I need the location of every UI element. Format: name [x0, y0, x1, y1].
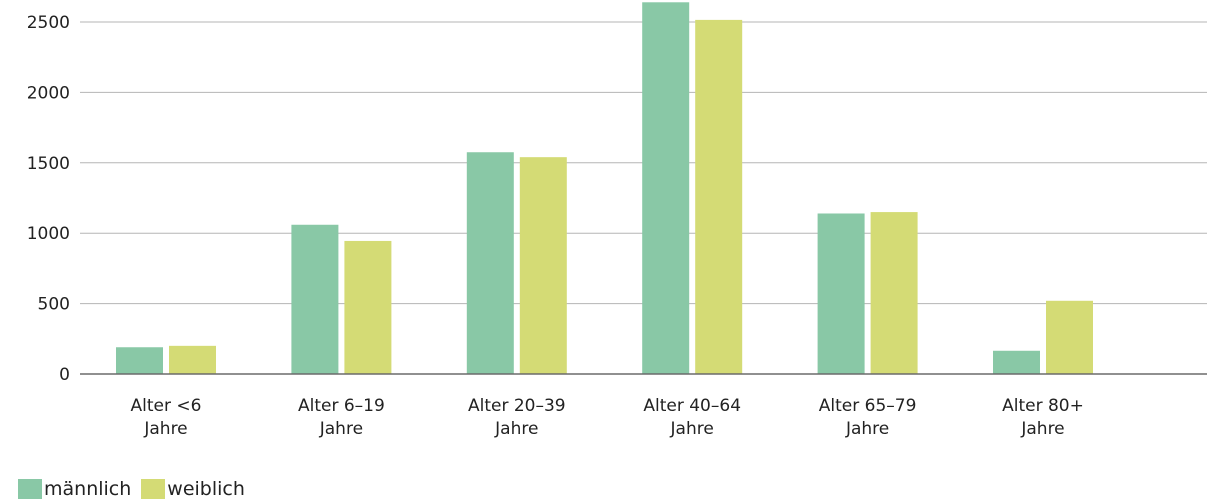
x-tick-label-5: Alter 80+ Jahre — [1002, 396, 1084, 439]
y-tick-label-2500: 2500 — [27, 13, 70, 33]
x-tick-label-2: Alter 20–39 Jahre — [468, 396, 566, 439]
bar-weiblich-2 — [519, 157, 567, 374]
y-tick-label-1500: 1500 — [27, 154, 70, 174]
bar-weiblich-3 — [695, 19, 743, 374]
y-tick-labels: 0 500 1000 1500 2000 2500 — [27, 13, 70, 385]
bar-maennlich-0 — [116, 347, 163, 374]
y-tick-label-0: 0 — [59, 365, 70, 385]
x-tick-label-3: Alter 40–64 Jahre — [643, 396, 741, 439]
bar-maennlich-2 — [466, 152, 514, 374]
legend-swatch-weiblich — [141, 479, 166, 499]
bar-weiblich-1 — [344, 240, 392, 374]
bar-weiblich-4 — [870, 212, 918, 374]
bars — [116, 2, 1093, 375]
legend-label-weiblich: weiblich — [167, 478, 245, 500]
x-tick-label-4: Alter 65–79 Jahre — [819, 396, 917, 439]
legend-item-maennlich: männlich — [18, 478, 131, 500]
legend-swatch-maennlich — [18, 479, 42, 499]
x-tick-label-0: Alter <6 Jahre — [131, 396, 202, 439]
bar-weiblich-0 — [169, 345, 216, 374]
bar-maennlich-3 — [642, 2, 690, 375]
legend: männlich weiblich — [18, 478, 255, 500]
bar-maennlich-4 — [817, 213, 865, 374]
legend-item-weiblich: weiblich — [141, 478, 245, 500]
y-tick-label-500: 500 — [38, 295, 70, 315]
legend-label-maennlich: männlich — [44, 478, 132, 500]
bar-maennlich-5 — [993, 350, 1040, 374]
bar-maennlich-1 — [291, 224, 339, 374]
bar-weiblich-5 — [1046, 300, 1093, 374]
y-tick-label-1000: 1000 — [27, 224, 70, 244]
x-tick-labels: Alter <6 Jahre Alter 6–19 Jahre Alter 20–39 J… — [131, 396, 1084, 439]
x-tick-label-1: Alter 6–19 Jahre — [298, 396, 385, 439]
y-tick-label-2000: 2000 — [27, 83, 70, 103]
